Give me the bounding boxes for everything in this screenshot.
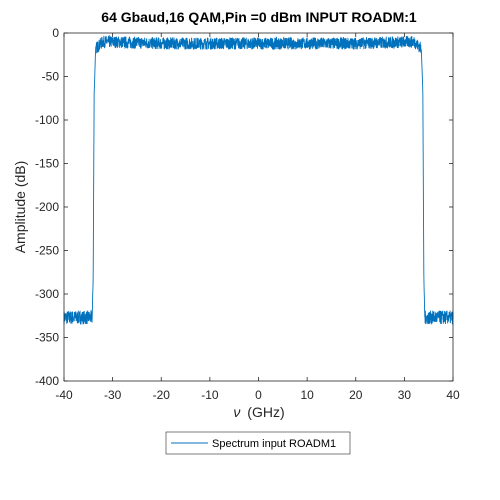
x-tick-label: 40 — [446, 388, 460, 402]
y-tick-label: -250 — [35, 244, 59, 258]
x-axis-symbol: ν — [233, 404, 240, 420]
y-tick-label: -300 — [35, 287, 59, 301]
spectrum-line — [63, 34, 454, 325]
chart-title: 64 Gbaud,16 QAM,Pin =0 dBm INPUT ROADM:1 — [101, 9, 417, 25]
x-tick-label: 20 — [349, 388, 363, 402]
y-tick-labels: 0 -50 -100 -150 -200 -250 -300 -350 -400 — [35, 26, 59, 388]
y-tick-label: -50 — [42, 70, 60, 84]
legend-box — [165, 431, 351, 455]
y-tick-label: -400 — [35, 374, 59, 388]
x-axis-unit: (GHz) — [247, 404, 284, 420]
y-tick-label: -200 — [35, 200, 59, 214]
x-tick-label: -40 — [55, 388, 73, 402]
x-tick-label: 0 — [255, 388, 262, 402]
x-tick-label: 30 — [398, 388, 412, 402]
x-axis-label: ν (GHz) — [233, 404, 284, 420]
x-tick-label: 10 — [300, 388, 314, 402]
x-tick-labels: -40 -30 -20 -10 0 10 20 30 40 — [55, 388, 460, 402]
x-tick-label: -20 — [153, 388, 171, 402]
y-tick-label: -150 — [35, 157, 59, 171]
axes — [63, 32, 454, 382]
y-tick-label: -350 — [35, 331, 59, 345]
y-tick-label: -100 — [35, 113, 59, 127]
legend: Spectrum input ROADM1 — [165, 431, 351, 455]
x-tick-label: -30 — [104, 388, 122, 402]
legend-entry-label: Spectrum input ROADM1 — [212, 438, 336, 450]
y-axis-label: Amplitude (dB) — [12, 161, 28, 254]
y-tick-label: 0 — [52, 26, 59, 40]
plot-area — [64, 33, 453, 381]
x-tick-label: -10 — [201, 388, 219, 402]
plot-background — [64, 33, 453, 381]
spectrum-series — [63, 34, 454, 325]
